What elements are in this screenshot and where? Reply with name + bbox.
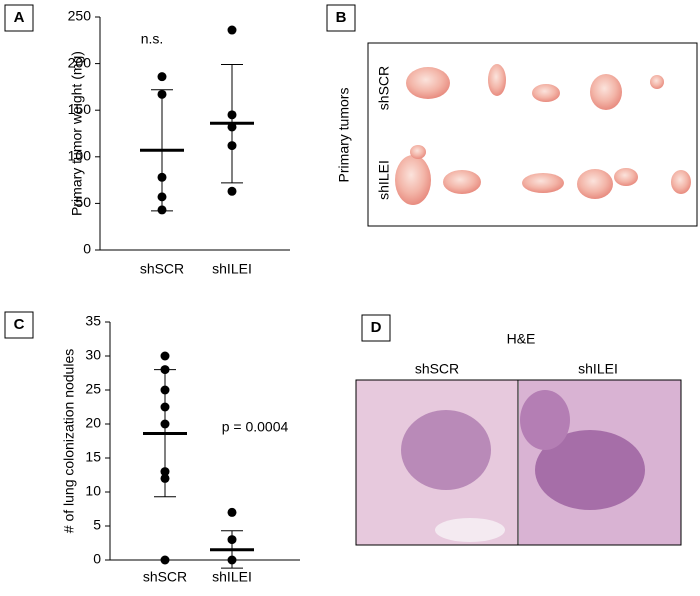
- column-label: shSCR: [415, 361, 459, 377]
- panel-label-box: [4, 4, 34, 32]
- data-point: [227, 141, 237, 151]
- data-point: [157, 205, 167, 215]
- y-tick-label: 15: [85, 449, 101, 465]
- y-tick-label: 30: [85, 347, 101, 363]
- panel-label: A: [14, 9, 25, 26]
- data-point: [160, 385, 170, 395]
- data-point: [160, 419, 170, 429]
- data-point: [157, 72, 167, 82]
- side-title: Primary tumors: [336, 88, 352, 183]
- x-tick-label: shILEI: [212, 261, 252, 277]
- y-tick-label: 35: [85, 313, 101, 329]
- data-point: [157, 89, 167, 99]
- y-tick-label: 0: [83, 241, 91, 257]
- data-point: [160, 402, 170, 412]
- y-tick-label: 20: [85, 415, 101, 431]
- data-point: [160, 467, 170, 477]
- data-point: [160, 365, 170, 375]
- y-tick-label: 200: [68, 54, 92, 70]
- panel-label-box: [4, 311, 34, 339]
- data-point: [160, 555, 170, 565]
- y-axis-label: # of lung colonization nodules: [61, 349, 77, 533]
- y-tick-label: 25: [85, 381, 101, 397]
- data-point: [160, 351, 170, 361]
- data-point: [157, 172, 167, 182]
- row-label: shILEI: [376, 160, 392, 200]
- column-label: shILEI: [578, 361, 618, 377]
- x-tick-label: shSCR: [143, 569, 187, 585]
- panel-label: B: [336, 9, 347, 26]
- y-tick-label: 50: [75, 194, 91, 210]
- data-point: [227, 186, 237, 196]
- y-tick-label: 250: [68, 8, 92, 24]
- data-point: [227, 535, 237, 545]
- y-tick-label: 5: [93, 517, 101, 533]
- data-point: [227, 122, 237, 132]
- y-tick-label: 150: [68, 101, 92, 117]
- y-tick-label: 100: [68, 148, 92, 164]
- data-point: [160, 473, 170, 483]
- y-tick-label: 0: [93, 551, 101, 567]
- annotation: n.s.: [141, 31, 164, 47]
- histology-images: [355, 379, 682, 546]
- panel-label: D: [371, 319, 382, 336]
- data-point: [227, 25, 237, 35]
- panel-label: C: [14, 316, 25, 333]
- y-tick-label: 10: [85, 483, 101, 499]
- panel-label-box: [361, 314, 391, 342]
- x-tick-label: shILEI: [212, 569, 252, 585]
- data-point: [227, 507, 237, 517]
- row-label: shSCR: [376, 66, 392, 110]
- data-point: [157, 192, 167, 202]
- x-tick-label: shSCR: [140, 261, 184, 277]
- y-axis-label: Primary tumor weight (mg): [69, 51, 85, 216]
- data-point: [227, 555, 237, 565]
- panel-label-box: [326, 4, 356, 32]
- tumor-photos: [395, 64, 691, 205]
- stain-title: H&E: [507, 331, 536, 347]
- data-point: [227, 110, 237, 120]
- annotation: p = 0.0004: [222, 419, 289, 435]
